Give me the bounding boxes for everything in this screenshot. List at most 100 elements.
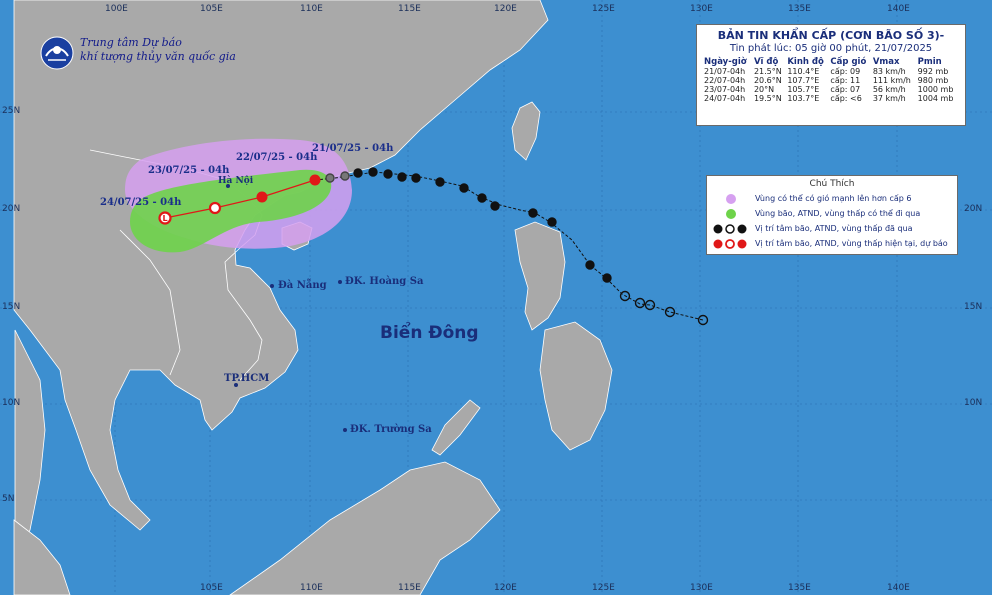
- agency-name-line2: khí tượng thủy văn quốc gia: [80, 50, 236, 63]
- china-mainland: [13, 0, 549, 531]
- place-hcm: TP.HCM: [224, 373, 270, 384]
- legend-label: Vùng có thể có gió mạnh lên hơn cấp 6: [755, 194, 912, 203]
- cell: 111 km/h: [872, 76, 911, 85]
- axis-right-label: 15N: [964, 302, 983, 312]
- sumatra: [13, 519, 71, 595]
- legend-item: Vùng có thể có gió mạnh lên hơn cấp 6: [713, 191, 951, 206]
- palawan-island: [431, 399, 481, 456]
- forecast-table: Ngày-giờ Vĩ độ Kinh độ Cấp gió Vmax Pmin…: [703, 57, 959, 103]
- axis-left-label: 20N: [2, 204, 21, 214]
- cell: 56 km/h: [872, 85, 906, 94]
- forecast-label-24: 24/07/25 - 04h: [100, 197, 182, 208]
- landmass: [13, 0, 613, 595]
- cell: 22/07-04h: [704, 76, 746, 85]
- table-row: 21/07-04h 21.5°N 110.4°E cấp: 09 83 km/h…: [703, 67, 959, 76]
- table-row: 23/07-04h 20°N 105.7°E cấp: 07 56 km/h 1…: [703, 85, 959, 94]
- axis-bottom-label: 110E: [300, 583, 323, 593]
- cell: 20.6°N: [753, 76, 782, 85]
- table-row: 22/07-04h 20.6°N 107.7°E cấp: 11 111 km/…: [703, 76, 959, 85]
- axis-top-label: 125E: [592, 4, 615, 14]
- cell: 980 mb: [917, 76, 949, 85]
- track-zone-swatch-icon: [726, 208, 736, 219]
- current-storm-position: [309, 174, 321, 186]
- low-pressure-mark: L: [162, 214, 167, 223]
- axis-top-label: 130E: [690, 4, 713, 14]
- cell: 110.4°E: [787, 67, 820, 76]
- forecast-label-21: 21/07/25 - 04h: [312, 143, 394, 154]
- cell: cấp: 09: [830, 67, 861, 76]
- legend-item: Vị trí tâm bão, ATND, vùng thấp đã qua: [713, 221, 951, 236]
- cell: 24/07-04h: [704, 94, 746, 103]
- axis-top-label: 135E: [788, 4, 811, 14]
- axis-bottom-label: 130E: [690, 583, 713, 593]
- cell: 37 km/h: [872, 94, 906, 103]
- forecast-label-23: 23/07/25 - 04h: [148, 165, 230, 176]
- borneo: [229, 461, 501, 595]
- current-position-symbols-icon: [713, 238, 747, 249]
- axis-top-label: 140E: [887, 4, 910, 14]
- past-position-symbols-icon: [713, 223, 747, 234]
- axis-left-label: 25N: [2, 106, 21, 116]
- cell: 1004 mb: [917, 94, 954, 103]
- axis-bottom-label: 140E: [887, 583, 910, 593]
- forecast-track-line: [164, 179, 316, 219]
- legend-label: Vị trí tâm bão, ATND, vùng thấp hiện tại…: [755, 239, 948, 248]
- luzon-island: [514, 221, 566, 331]
- cell: cấp: 07: [830, 85, 861, 94]
- legend-title: Chú Thích: [809, 179, 855, 189]
- cell: 103.7°E: [787, 94, 820, 103]
- col-header: Vĩ độ: [753, 57, 779, 67]
- legend-panel: Chú Thích Vùng có thể có gió mạnh lên hơ…: [706, 175, 958, 255]
- place-danang: Đà Nẵng: [278, 280, 327, 291]
- place-truongsa: ĐK. Trường Sa: [350, 424, 432, 435]
- table-header-row: Ngày-giờ Vĩ độ Kinh độ Cấp gió Vmax Pmin: [703, 57, 959, 67]
- axis-bottom-label: 105E: [200, 583, 223, 593]
- sea-name: Biển Đông: [380, 323, 479, 343]
- agency-name-line1: Trung tâm Dự báo: [80, 36, 182, 49]
- axis-top-label: 100E: [105, 4, 128, 14]
- cell: 83 km/h: [872, 67, 906, 76]
- philippines-south: [539, 321, 613, 451]
- cell: cấp: 11: [830, 76, 861, 85]
- col-header: Cấp gió: [830, 57, 867, 67]
- agency-logo-icon: [40, 36, 74, 70]
- cell: 992 mb: [917, 67, 949, 76]
- past-positions: [325, 167, 709, 326]
- agency-header: Trung tâm Dự báo khí tượng thủy văn quốc…: [40, 36, 236, 70]
- axis-bottom-label: 125E: [592, 583, 615, 593]
- legend-item: Vùng bão, ATND, vùng thấp có thể đi qua: [713, 206, 951, 221]
- axis-right-label: 20N: [964, 204, 983, 214]
- axis-top-label: 110E: [300, 4, 323, 14]
- cell: 19.5°N: [753, 94, 782, 103]
- forecast-positions: L: [158, 174, 321, 225]
- col-header: Ngày-giờ: [704, 57, 747, 67]
- cell: 20°N: [753, 85, 775, 94]
- legend-label: Vùng bão, ATND, vùng thấp có thể đi qua: [755, 209, 921, 218]
- axis-top-label: 115E: [398, 4, 421, 14]
- axis-left-label: 15N: [2, 302, 21, 312]
- axis-top-label: 120E: [494, 4, 517, 14]
- axis-top-label: 105E: [200, 4, 223, 14]
- axis-bottom-label: 120E: [494, 583, 517, 593]
- bulletin-panel: BẢN TIN KHẨN CẤP (CƠN BÃO SỐ 3)- Tin phá…: [696, 24, 966, 126]
- cell: 23/07-04h: [704, 85, 746, 94]
- legend-label: Vị trí tâm bão, ATND, vùng thấp đã qua: [755, 224, 913, 233]
- cell: 1000 mb: [917, 85, 954, 94]
- axis-right-label: 10N: [964, 398, 983, 408]
- cell: cấp: <6: [830, 94, 862, 103]
- legend-item: Vị trí tâm bão, ATND, vùng thấp hiện tại…: [713, 236, 951, 251]
- col-header: Kinh độ: [787, 57, 824, 67]
- cell: 107.7°E: [787, 76, 820, 85]
- place-hanoi: Hà Nội: [218, 176, 254, 186]
- wind-zone-swatch-icon: [726, 193, 736, 204]
- past-track-line: [314, 171, 704, 321]
- col-header: Vmax: [872, 57, 900, 67]
- axis-bottom-label: 115E: [398, 583, 421, 593]
- bulletin-title: BẢN TIN KHẨN CẤP (CƠN BÃO SỐ 3)-: [717, 29, 945, 42]
- forecast-label-22: 22/07/25 - 04h: [236, 152, 318, 163]
- place-hoangsa: ĐK. Hoàng Sa: [345, 276, 424, 287]
- table-row: 24/07-04h 19.5°N 103.7°E cấp: <6 37 km/h…: [703, 94, 959, 103]
- cell: 21/07-04h: [704, 67, 746, 76]
- axis-left-label: 10N: [2, 398, 21, 408]
- bulletin-issued: Tin phát lúc: 05 giờ 00 phút, 21/07/2025: [729, 43, 933, 54]
